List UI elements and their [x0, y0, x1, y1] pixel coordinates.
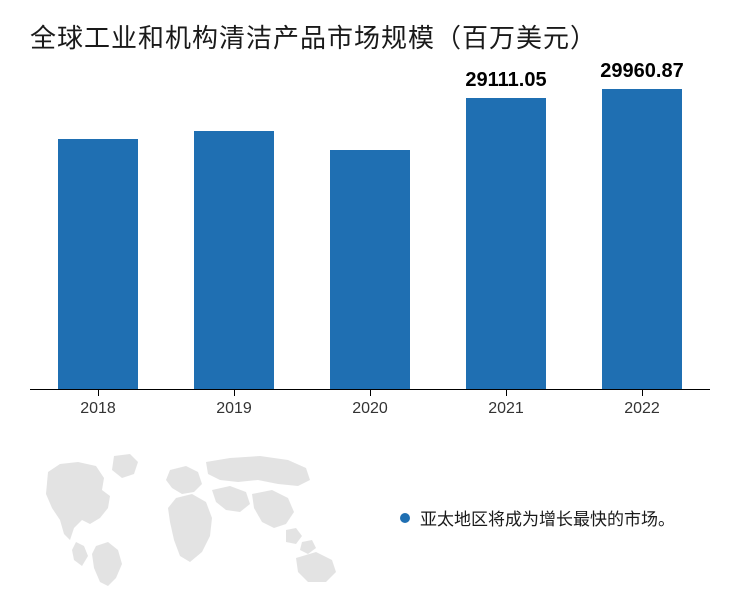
bar — [602, 89, 682, 389]
footer-area: 亚太地区将成为增长最快的市场。 — [30, 450, 710, 600]
bar — [194, 131, 274, 389]
chart-area: 29111.0529960.87 2018 2019 2020 2021 2022 — [30, 70, 710, 420]
x-tick-mark — [506, 390, 507, 396]
legend-marker-icon — [400, 513, 410, 523]
bar-value-label: 29111.05 — [465, 69, 546, 92]
x-tick-mark — [234, 390, 235, 396]
x-tick-label: 2021 — [488, 400, 524, 418]
x-tick-mark — [370, 390, 371, 396]
plot-area: 29111.0529960.87 — [30, 70, 710, 390]
chart-title: 全球工业和机构清洁产品市场规模（百万美元） — [30, 18, 597, 55]
x-tick-mark — [98, 390, 99, 396]
x-tick-label: 2019 — [216, 400, 252, 418]
bar — [58, 139, 138, 389]
bar — [330, 150, 410, 389]
bar — [466, 98, 546, 389]
x-tick-label: 2022 — [624, 400, 660, 418]
x-tick-mark — [642, 390, 643, 396]
legend-text: 亚太地区将成为增长最快的市场。 — [420, 505, 675, 530]
bar-value-label: 29960.87 — [600, 60, 683, 83]
world-map-icon — [30, 450, 350, 590]
legend: 亚太地区将成为增长最快的市场。 — [400, 505, 675, 530]
x-tick-label: 2018 — [80, 400, 116, 418]
x-tick-label: 2020 — [352, 400, 388, 418]
